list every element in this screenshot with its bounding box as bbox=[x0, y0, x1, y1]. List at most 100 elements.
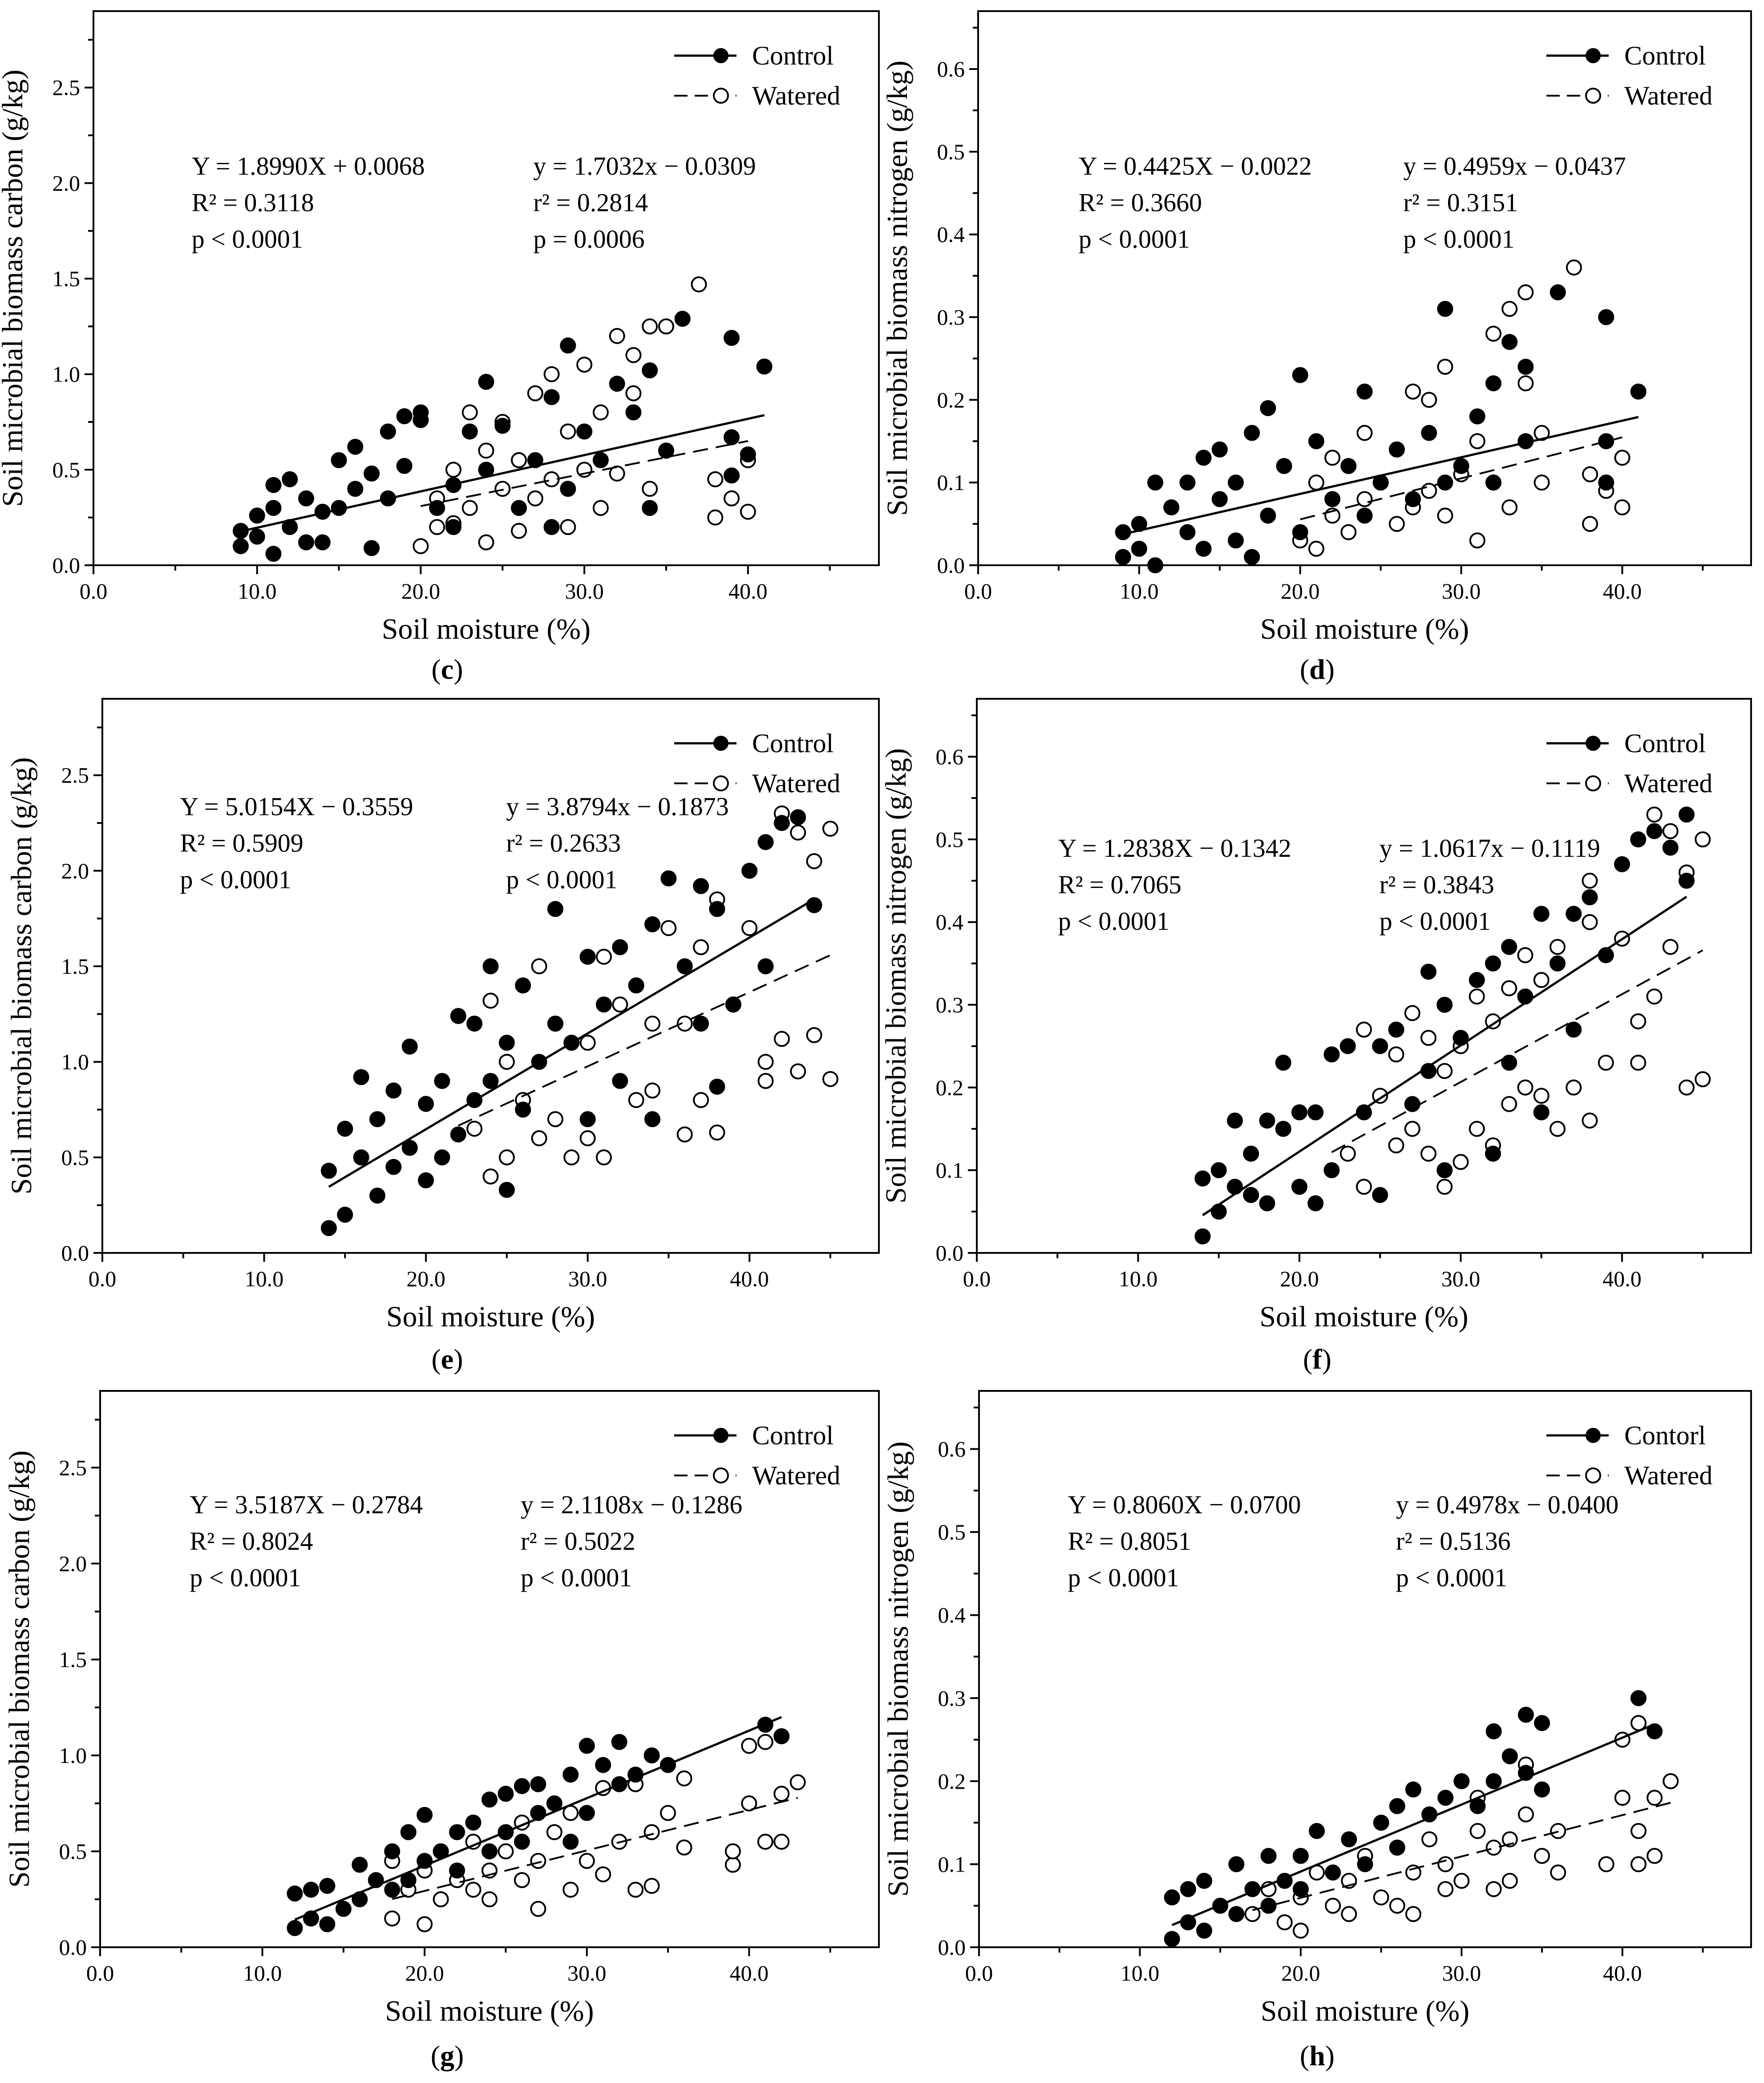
watered-point bbox=[1662, 939, 1679, 955]
control-p-text: p < 0.0001 bbox=[180, 865, 291, 894]
y-axis-label: Soil microbial biomass nitrogen (g/kg) bbox=[880, 748, 912, 1204]
control-point bbox=[1196, 1872, 1213, 1889]
control-point bbox=[1469, 408, 1485, 425]
control-point bbox=[1437, 300, 1453, 317]
watered-point bbox=[1582, 914, 1598, 930]
watered-point bbox=[1292, 1922, 1309, 1939]
legend-control-marker bbox=[1586, 48, 1601, 63]
watered-point bbox=[1421, 482, 1437, 499]
control-point bbox=[364, 540, 380, 556]
legend: Control Watered bbox=[674, 729, 840, 798]
watered-point bbox=[445, 462, 461, 478]
control-point bbox=[482, 1073, 499, 1089]
control-point bbox=[1164, 1889, 1180, 1906]
panel-f: 0.0 10.0 20.0 30.0 40.0 0.0 0.1 0.2 0.3 0.4 0.5 0.6… bbox=[880, 698, 1752, 1375]
control-point bbox=[320, 1220, 337, 1236]
y-tick-label: 0.0 bbox=[59, 1935, 87, 1960]
panel-label-letter: g bbox=[440, 2040, 454, 2071]
x-tick-label: 40.0 bbox=[730, 1266, 769, 1291]
watered-equation: y = 3.8794x − 0.1873 r² = 0.2633 p < 0.000… bbox=[506, 792, 728, 894]
control-point bbox=[1227, 1112, 1243, 1129]
watered-point bbox=[691, 276, 707, 292]
watered-point bbox=[773, 1833, 790, 1850]
legend-control-label: Control bbox=[752, 41, 833, 70]
control-fit-line bbox=[1202, 896, 1687, 1216]
control-point bbox=[612, 939, 628, 956]
watered-point bbox=[1501, 300, 1518, 317]
watered-point bbox=[1437, 507, 1453, 524]
control-point bbox=[1323, 1046, 1340, 1063]
watered-r2-text: r² = 0.5022 bbox=[521, 1527, 635, 1556]
x-axis-label: Soil moisture (%) bbox=[1260, 613, 1469, 645]
watered-point bbox=[676, 1770, 692, 1787]
control-point bbox=[450, 1008, 466, 1024]
control-point bbox=[511, 500, 527, 516]
control-point bbox=[612, 1073, 628, 1089]
x-tick-label: 10.0 bbox=[238, 579, 277, 604]
control-point bbox=[1662, 839, 1679, 856]
control-point bbox=[543, 389, 560, 405]
x-tick-label: 20.0 bbox=[1280, 1266, 1319, 1291]
control-point bbox=[1309, 1823, 1325, 1839]
watered-point bbox=[741, 1738, 757, 1754]
watered-equation-text: y = 3.8794x − 0.1873 bbox=[506, 792, 728, 821]
watered-point bbox=[1308, 540, 1324, 557]
legend-watered-label: Watered bbox=[752, 1461, 840, 1490]
control-point bbox=[1517, 1706, 1534, 1723]
y-axis-label: Soil microbial biomass carbon (g/kg) bbox=[3, 1451, 36, 1888]
control-point bbox=[265, 546, 282, 562]
control-point bbox=[1196, 1922, 1213, 1939]
watered-point bbox=[1550, 1864, 1566, 1881]
watered-point bbox=[1437, 1881, 1454, 1897]
control-point bbox=[319, 1878, 336, 1894]
watered-point bbox=[676, 1015, 693, 1032]
watered-point bbox=[1485, 325, 1501, 342]
legend-watered-label: Watered bbox=[752, 81, 840, 110]
watered-point bbox=[1663, 1773, 1679, 1789]
control-point bbox=[514, 1833, 530, 1850]
watered-point bbox=[724, 490, 740, 507]
legend-control-label: Control bbox=[752, 729, 833, 758]
legend: Control Watered bbox=[1546, 41, 1712, 110]
watered-point bbox=[709, 1124, 725, 1141]
control-point bbox=[1324, 491, 1341, 507]
y-tick-label: 1.0 bbox=[61, 1050, 89, 1074]
y-tick-label: 0.2 bbox=[937, 387, 965, 412]
legend-control-marker bbox=[1586, 736, 1601, 751]
control-point bbox=[335, 1901, 352, 1917]
watered-point bbox=[741, 920, 758, 936]
control-point bbox=[445, 519, 461, 535]
control-point bbox=[461, 423, 478, 440]
control-point bbox=[369, 1187, 386, 1204]
y-tick-label: 0.5 bbox=[61, 1145, 89, 1170]
watered-point bbox=[1436, 1179, 1453, 1195]
watered-point bbox=[1388, 1046, 1404, 1063]
control-point bbox=[331, 452, 347, 468]
control-point bbox=[773, 1728, 790, 1744]
watered-point bbox=[1373, 1889, 1389, 1906]
control-point bbox=[1485, 955, 1501, 972]
control-point bbox=[1436, 1162, 1453, 1179]
plot-frame bbox=[99, 1390, 880, 1948]
control-point bbox=[1550, 955, 1566, 972]
control-equation: Y = 5.0154X − 0.3559 R² = 0.5909 p < 0.000… bbox=[180, 792, 413, 894]
y-tick-label: 0.5 bbox=[938, 1520, 966, 1544]
watered-point bbox=[466, 1120, 483, 1137]
panel-label-letter: c bbox=[441, 653, 453, 685]
control-point bbox=[1260, 400, 1276, 416]
watered-point bbox=[1325, 1897, 1341, 1914]
legend-watered-label: Watered bbox=[1624, 1461, 1712, 1490]
y-tick-label: 0.5 bbox=[53, 457, 81, 482]
x-tick-label: 20.0 bbox=[405, 1961, 444, 1986]
watered-equation-text: y = 0.4959x − 0.0437 bbox=[1403, 151, 1626, 180]
control-point bbox=[1679, 806, 1695, 823]
control-point bbox=[1485, 1773, 1502, 1789]
watered-point bbox=[1501, 1096, 1517, 1112]
control-point bbox=[1164, 1931, 1180, 1947]
panel-label-letter: h bbox=[1309, 2040, 1325, 2071]
y-tick-label: 1.0 bbox=[53, 362, 81, 387]
control-point bbox=[478, 373, 494, 390]
control-p-text: p < 0.0001 bbox=[1058, 907, 1169, 936]
watered-point bbox=[461, 404, 478, 421]
